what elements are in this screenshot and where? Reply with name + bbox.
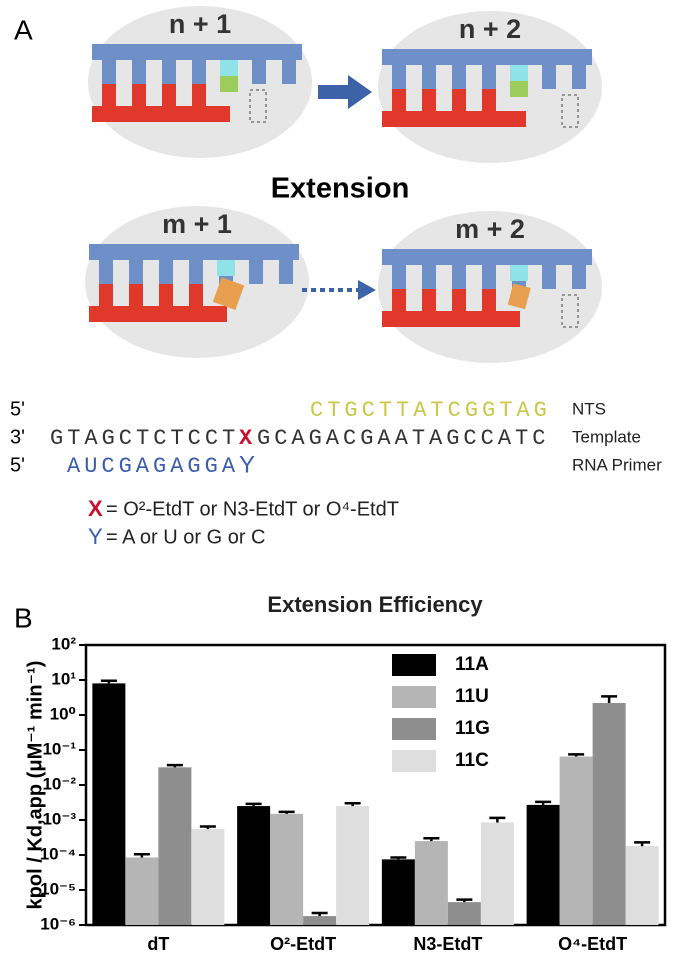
error-bar: [311, 911, 328, 917]
state-label: m + 2: [455, 214, 525, 244]
error-bar: [535, 800, 552, 805]
error-bar: [568, 753, 585, 757]
strand-end: 5': [10, 398, 25, 420]
key-text: = A or U or G or C: [106, 526, 266, 548]
x-tick-label: O²-EtdT: [270, 934, 336, 954]
panel-label: A: [14, 14, 33, 45]
bar: [625, 846, 659, 925]
error-bar: [133, 853, 150, 858]
arrow: [318, 75, 372, 109]
cell-m2: m + 2: [378, 211, 602, 363]
strand-name: NTS: [572, 399, 606, 418]
template-mark: X: [239, 426, 256, 451]
error-bar: [100, 679, 117, 684]
panel-label: B: [14, 602, 33, 633]
bar: [414, 841, 448, 925]
bar: [125, 857, 159, 925]
error-bar: [166, 763, 183, 768]
strand-end: 3': [10, 426, 25, 448]
legend-swatch: [392, 718, 436, 740]
error-bar: [199, 825, 216, 830]
y-tick-label: 10⁻⁶: [40, 914, 76, 933]
key-text: = O²-EtdT or N3-EtdT or O⁴-EtdT: [106, 498, 399, 520]
y-tick-label: 10⁻²: [42, 774, 76, 793]
legend-swatch: [392, 750, 436, 772]
legend-label: 11U: [455, 686, 489, 707]
cell-m1: m + 1: [85, 206, 309, 358]
legend-label: 11A: [455, 654, 489, 675]
bar: [480, 822, 514, 925]
y-tick-label: 10⁻¹: [42, 739, 76, 758]
x-tick-label: O⁴-EtdT: [558, 934, 627, 954]
bar: [270, 813, 304, 925]
state-label: n + 2: [459, 14, 521, 44]
y-tick-label: 10²: [51, 634, 76, 653]
error-bar: [456, 898, 473, 903]
legend-label: 11C: [455, 750, 489, 771]
y-tick-label: 10¹: [51, 669, 76, 688]
error-bar: [423, 837, 440, 842]
bar: [92, 683, 126, 925]
error-bar: [390, 856, 407, 860]
key-symbol: X: [88, 496, 103, 521]
bar: [303, 916, 337, 925]
bar: [559, 756, 593, 925]
y-axis-label: kpol / Kd,app (μM⁻¹ min⁻¹): [24, 661, 46, 910]
strand-end: 5': [10, 454, 25, 476]
bar: [158, 767, 192, 925]
bar: [592, 703, 626, 925]
y-tick-label: 10⁻⁴: [40, 844, 76, 863]
template-seq: GTAGCTCTCCT: [50, 426, 239, 451]
primer-seq: AUCGAGAGGA: [67, 454, 239, 479]
bar: [447, 902, 481, 925]
legend-label: 11G: [455, 718, 490, 739]
error-bar: [245, 802, 262, 807]
error-bar: [634, 841, 651, 847]
template-seq: GCAGACGAATAGCCATC: [257, 426, 549, 451]
x-tick-label: dT: [147, 934, 169, 954]
y-tick-label: 10⁻⁵: [40, 879, 76, 898]
bar: [526, 804, 560, 925]
heading: Extension: [271, 173, 410, 205]
x-tick-label: N3-EtdT: [413, 934, 482, 954]
bar: [237, 806, 271, 925]
state-label: n + 1: [169, 9, 231, 39]
bar: [381, 859, 415, 925]
y-tick-label: 10⁻³: [42, 809, 76, 828]
legend-swatch: [392, 686, 436, 708]
strand-name: Template: [572, 427, 641, 446]
strand-name: RNA Primer: [572, 455, 662, 474]
primer-mark: Y: [239, 451, 255, 478]
key-symbol: Y: [88, 524, 103, 549]
state-label: m + 1: [162, 209, 232, 239]
y-tick-label: 10⁰: [50, 704, 76, 723]
legend-swatch: [392, 654, 436, 676]
nts-seq: CTGCTTATCGGTAG: [310, 398, 551, 423]
arrow-head: [358, 280, 376, 300]
cell-n1: n + 1: [88, 6, 312, 158]
chart-title: Extension Efficiency: [267, 592, 483, 617]
cell-n2: n + 2: [378, 11, 602, 163]
error-bar: [601, 695, 618, 704]
bar: [336, 806, 370, 925]
error-bar: [278, 810, 295, 814]
bar: [191, 829, 225, 925]
error-bar: [344, 802, 361, 807]
error-bar: [489, 816, 506, 823]
